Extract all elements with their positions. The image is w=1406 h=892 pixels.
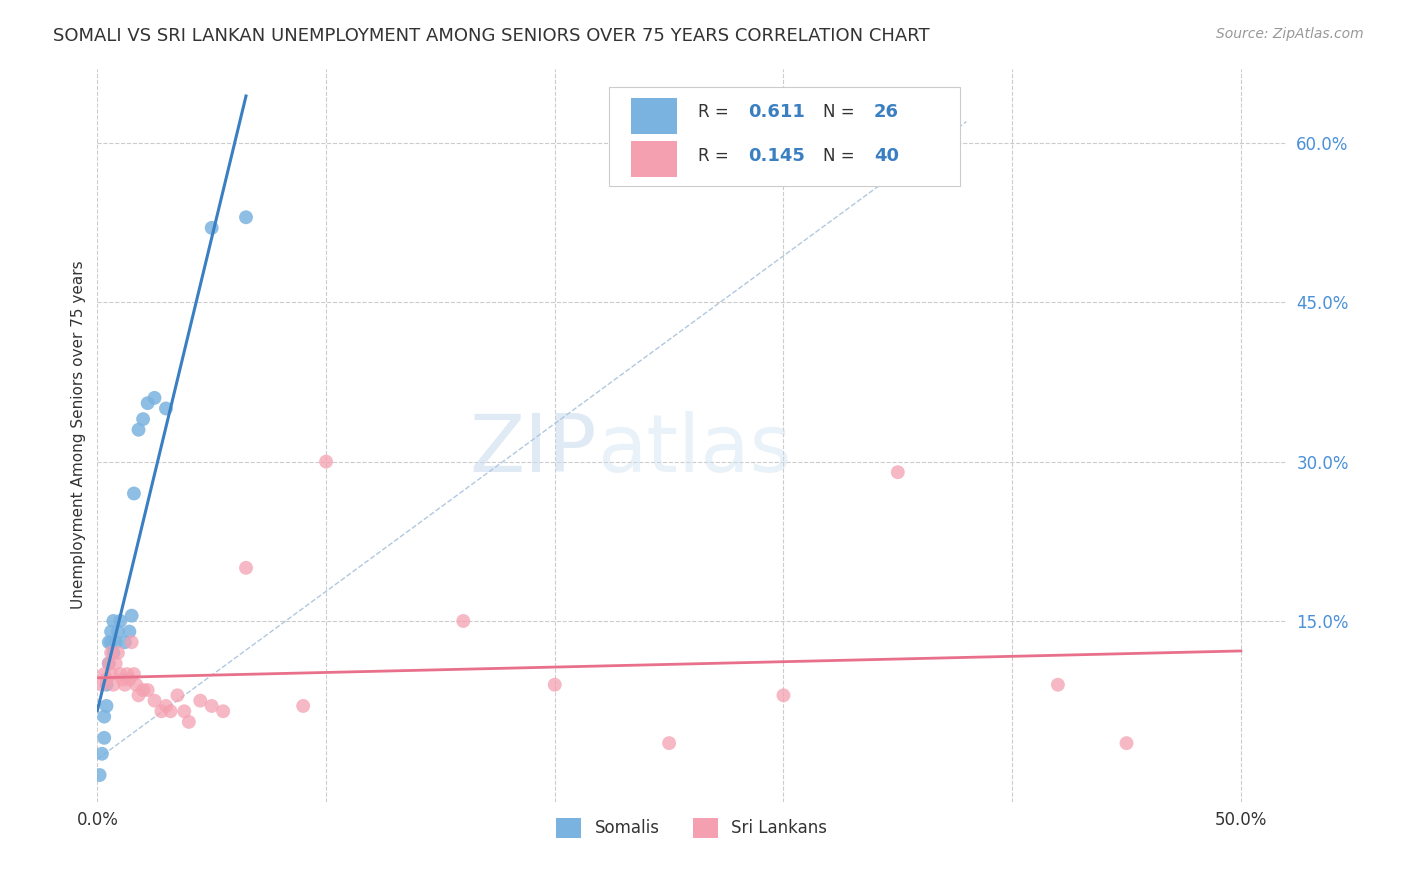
Point (122, 486, 145, 500)
Text: R =: R = (697, 103, 734, 120)
Point (155, 698, 177, 713)
Point (118, 624, 141, 639)
Point (121, 635, 143, 649)
Point (159, 704, 181, 718)
Point (93, 667, 115, 681)
Point (100, 667, 122, 681)
Point (212, 704, 235, 718)
Point (177, 714, 200, 729)
Point (544, 678, 567, 692)
Point (100, 635, 122, 649)
Point (104, 657, 127, 671)
Text: 0.611: 0.611 (748, 103, 804, 120)
Point (1046, 678, 1069, 692)
Text: SOMALI VS SRI LANKAN UNEMPLOYMENT AMONG SENIORS OVER 75 YEARS CORRELATION CHART: SOMALI VS SRI LANKAN UNEMPLOYMENT AMONG … (53, 27, 929, 45)
Point (136, 396, 159, 410)
Point (173, 704, 195, 718)
Point (96, 698, 118, 713)
Point (292, 698, 315, 713)
Point (90, 747, 112, 761)
Point (115, 667, 138, 681)
Point (107, 646, 129, 660)
Point (103, 646, 125, 660)
Point (143, 391, 166, 405)
Point (128, 689, 150, 703)
Point (107, 624, 129, 639)
Text: atlas: atlas (596, 410, 792, 489)
Point (111, 673, 134, 687)
FancyBboxPatch shape (631, 98, 676, 134)
Text: ZIP: ZIP (470, 410, 596, 489)
Point (235, 211, 257, 225)
Point (118, 673, 141, 687)
Point (143, 693, 166, 707)
Legend: Somalis, Sri Lankans: Somalis, Sri Lankans (550, 811, 834, 845)
Point (89, 768, 111, 782)
Point (97, 657, 120, 671)
Point (1115, 736, 1137, 750)
Point (110, 614, 132, 628)
Point (100, 624, 122, 639)
Point (201, 220, 224, 235)
Point (103, 678, 125, 692)
Y-axis label: Unemployment Among Seniors over 75 years: Unemployment Among Seniors over 75 years (72, 260, 86, 609)
FancyBboxPatch shape (631, 142, 676, 177)
Point (201, 698, 224, 713)
Text: 0.145: 0.145 (748, 147, 804, 166)
Point (132, 683, 155, 698)
Point (128, 423, 150, 437)
FancyBboxPatch shape (609, 87, 959, 186)
Point (887, 465, 910, 479)
Point (658, 736, 681, 750)
Point (772, 689, 794, 703)
Point (132, 412, 155, 426)
Point (110, 667, 132, 681)
Point (451, 614, 474, 628)
Text: 26: 26 (875, 103, 898, 120)
Text: R =: R = (697, 147, 734, 166)
Point (235, 561, 257, 575)
Point (103, 614, 125, 628)
Text: 40: 40 (875, 147, 898, 166)
Point (114, 635, 136, 649)
Text: N =: N = (823, 147, 859, 166)
Point (90, 678, 112, 692)
Point (315, 454, 337, 468)
Point (155, 401, 177, 416)
Point (96, 673, 118, 687)
Point (125, 678, 148, 692)
Point (96, 678, 118, 692)
Point (121, 608, 143, 623)
Text: Source: ZipAtlas.com: Source: ZipAtlas.com (1216, 27, 1364, 41)
Point (166, 689, 188, 703)
Point (188, 693, 211, 707)
Point (150, 704, 173, 718)
Point (97, 635, 120, 649)
Point (114, 678, 136, 692)
Point (93, 731, 115, 745)
Point (100, 646, 122, 660)
Point (97, 657, 120, 671)
Point (104, 635, 127, 649)
Point (136, 683, 159, 698)
Text: N =: N = (823, 103, 859, 120)
Point (122, 667, 145, 681)
Point (93, 709, 115, 723)
